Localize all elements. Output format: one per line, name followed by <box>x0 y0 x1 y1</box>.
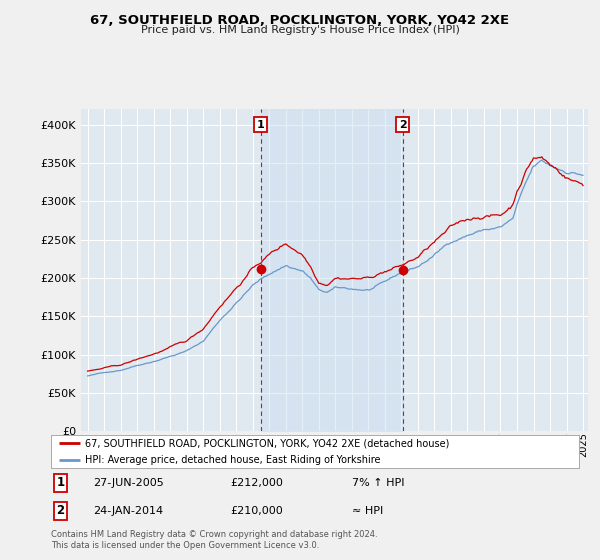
Text: £210,000: £210,000 <box>230 506 283 516</box>
Text: £212,000: £212,000 <box>230 478 283 488</box>
Text: ≈ HPI: ≈ HPI <box>352 506 383 516</box>
Text: 27-JUN-2005: 27-JUN-2005 <box>93 478 164 488</box>
Text: 24-JAN-2014: 24-JAN-2014 <box>93 506 163 516</box>
Text: Price paid vs. HM Land Registry's House Price Index (HPI): Price paid vs. HM Land Registry's House … <box>140 25 460 35</box>
Text: 2: 2 <box>398 119 406 129</box>
Text: Contains HM Land Registry data © Crown copyright and database right 2024.
This d: Contains HM Land Registry data © Crown c… <box>51 530 377 550</box>
Text: 67, SOUTHFIELD ROAD, POCKLINGTON, YORK, YO42 2XE (detached house): 67, SOUTHFIELD ROAD, POCKLINGTON, YORK, … <box>85 438 449 448</box>
Text: HPI: Average price, detached house, East Riding of Yorkshire: HPI: Average price, detached house, East… <box>85 455 381 465</box>
Text: 7% ↑ HPI: 7% ↑ HPI <box>352 478 404 488</box>
Text: 1: 1 <box>56 476 65 489</box>
Text: 2: 2 <box>56 504 65 517</box>
Text: 67, SOUTHFIELD ROAD, POCKLINGTON, YORK, YO42 2XE: 67, SOUTHFIELD ROAD, POCKLINGTON, YORK, … <box>91 14 509 27</box>
Text: 1: 1 <box>257 119 265 129</box>
